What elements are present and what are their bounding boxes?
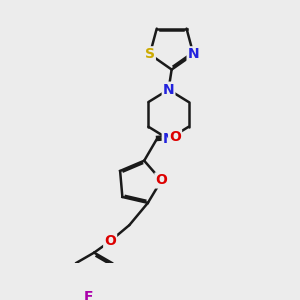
Text: O: O (155, 173, 167, 188)
Text: N: N (188, 47, 199, 61)
Text: O: O (104, 234, 116, 248)
Text: N: N (163, 132, 174, 146)
Text: F: F (84, 290, 93, 300)
Text: O: O (169, 130, 181, 144)
Text: N: N (163, 82, 174, 97)
Text: S: S (145, 47, 155, 61)
